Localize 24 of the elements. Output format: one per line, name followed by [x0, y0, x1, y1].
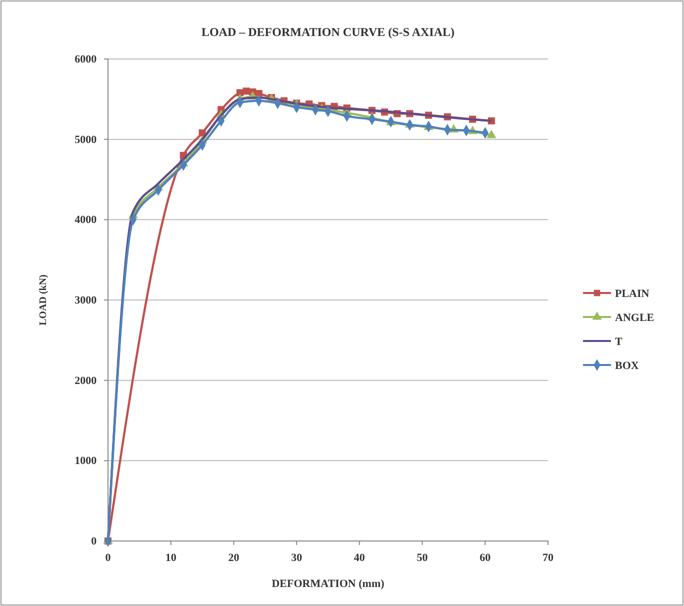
x-tick-label: 30 — [291, 552, 303, 564]
y-tick-label: 3000 — [74, 294, 98, 307]
y-tick-label: 4000 — [74, 214, 98, 226]
legend-label: PLAIN — [615, 288, 650, 300]
legend-label: T — [615, 336, 623, 348]
x-tick-label: 50 — [416, 552, 428, 564]
y-tick-label: 6000 — [74, 54, 98, 66]
y-tick-label: 1000 — [74, 455, 98, 468]
x-tick-label: 60 — [480, 552, 492, 564]
x-tick-label: 0 — [105, 552, 112, 564]
legend-label: BOX — [615, 360, 639, 372]
point — [486, 130, 496, 138]
x-axis-title: DEFORMATION (mm) — [272, 578, 385, 590]
chart-title: LOAD – DEFORMATION CURVE (S-S AXIAL) — [201, 25, 455, 39]
y-axis-title: LOAD (kN) — [38, 274, 49, 326]
x-tick-label: 40 — [354, 552, 366, 564]
x-tick-label: 20 — [228, 552, 240, 564]
legend-label: ANGLE — [615, 312, 654, 324]
y-tick-label: 5000 — [74, 134, 98, 146]
x-tick-label: 70 — [542, 552, 554, 564]
x-tick-label: 10 — [165, 552, 177, 564]
point — [242, 88, 250, 95]
y-tick-label: 2000 — [74, 374, 98, 387]
y-tick-label: 0 — [91, 536, 98, 548]
